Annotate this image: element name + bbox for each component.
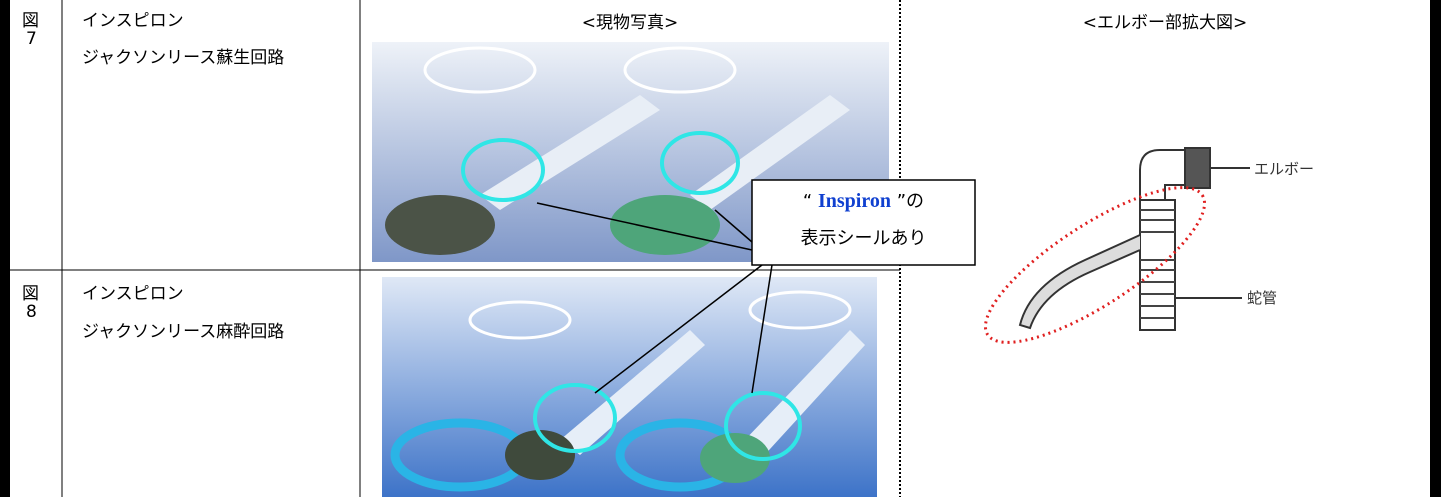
row-name: ジャクソンリース蘇生回路: [82, 48, 285, 68]
right-border: [1430, 0, 1441, 497]
fig-label: 図: [22, 11, 39, 31]
row-name: ジャクソンリース麻酔回路: [82, 322, 285, 342]
row-name: インスピロン: [82, 11, 184, 31]
elbow-diagram: [1018, 147, 1250, 331]
header-photo: <現物写真>: [581, 13, 679, 33]
callout-box: [751, 179, 976, 266]
highlight-ellipse: [983, 186, 1207, 344]
photo-anesthesia: [382, 277, 877, 497]
header-elbow: <エルボー部拡大図>: [1082, 13, 1248, 33]
callout-line1: “ Inspiron ”の: [752, 190, 975, 213]
highlight-circles: [461, 131, 802, 461]
row-name: インスピロン: [82, 284, 184, 304]
brand: Inspiron: [817, 190, 891, 212]
left-border: [0, 0, 10, 497]
fig-label: 図: [22, 284, 39, 304]
diagram-label: エルボー: [1254, 160, 1315, 178]
fig-number: 8: [26, 302, 37, 322]
callout-line2: 表示シールあり: [800, 228, 927, 249]
quote: “: [802, 191, 813, 212]
quote: ”の: [896, 191, 925, 212]
diagram-label: 蛇管: [1247, 289, 1278, 307]
callout-lines: [536, 202, 773, 394]
fig-number: 7: [26, 29, 37, 49]
